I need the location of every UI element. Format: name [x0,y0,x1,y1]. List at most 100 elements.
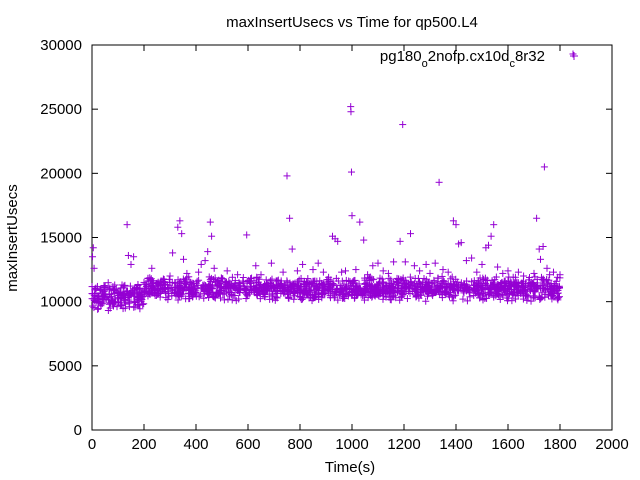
data-point [182,280,190,288]
data-point [397,293,405,301]
data-point [550,268,557,276]
data-point [94,305,102,313]
data-point [347,168,355,176]
data-point [476,284,484,292]
data-point [142,283,150,291]
data-point [140,292,148,300]
data-point [354,289,362,297]
data-point [450,280,458,288]
y-axis-label-group: maxInsertUsecs [4,184,21,292]
data-point [452,291,460,299]
data-point [483,294,491,302]
data-point [222,280,230,288]
data-point [320,281,328,289]
data-point [204,282,212,290]
data-point [90,291,98,299]
data-point [514,268,522,276]
data-point [384,269,392,277]
data-point [195,276,203,284]
data-point [547,291,555,299]
data-point [138,293,146,301]
data-point [223,267,231,275]
x-axis-label: Time(s) [325,459,375,476]
data-point [132,284,140,292]
data-point [430,283,438,291]
data-point [96,286,104,294]
data-point [285,294,293,302]
data-point [153,280,161,288]
data-point [224,287,232,295]
data-point [176,217,184,225]
data-point [180,255,188,263]
data-point [174,223,182,231]
data-point [401,258,409,266]
data-point [235,288,243,296]
data-point [197,260,205,268]
data-point [343,290,351,298]
data-point [204,248,212,256]
data-point [361,286,369,294]
data-point [216,286,224,294]
data-point [466,293,474,301]
data-point [294,282,302,290]
data-point [136,305,144,313]
data-point [370,276,378,284]
data-point [541,293,549,301]
data-point [348,279,356,287]
data-point [465,286,473,294]
data-point [240,283,248,291]
data-point [494,263,502,271]
data-point [329,290,337,298]
data-point [239,277,247,285]
data-point [130,303,138,311]
data-point [117,295,125,303]
data-point [543,276,551,284]
data-point [426,269,434,277]
data-point [101,282,109,290]
chart-title: maxInsertUsecs vs Time for qp500.L4 [226,14,478,31]
data-point [173,288,181,296]
data-point [444,279,452,287]
legend-text-part: 2nofp.cx10d [428,48,510,65]
data-point [338,268,346,276]
data-point [234,271,242,279]
x-tick-label: 200 [131,436,156,453]
data-point [179,285,187,293]
data-point [508,285,516,293]
data-point [463,297,471,305]
data-point [140,300,148,308]
data-point [295,276,303,284]
data-point [228,273,236,281]
data-point [478,260,486,268]
data-point [174,296,182,304]
x-tick-label: 800 [287,436,312,453]
data-point [403,283,411,291]
data-point [340,280,348,288]
data-point [546,271,554,279]
data-point [442,287,450,295]
data-point [320,282,328,290]
y-tick-label: 5000 [49,358,82,375]
data-point [556,271,564,279]
data-point [120,282,128,290]
data-point [284,286,292,294]
data-point [235,279,243,287]
data-points [88,50,577,315]
data-point [386,282,394,290]
data-point [330,294,338,302]
data-point [214,290,222,298]
data-point [369,262,377,270]
data-point [446,284,454,292]
data-point [474,290,482,298]
data-point [191,282,199,290]
data-point [390,278,398,286]
data-point [350,287,358,295]
data-point [431,259,439,267]
data-point [318,290,326,298]
data-point [127,260,135,268]
data-point [201,257,209,265]
data-point [406,273,414,281]
data-point [325,273,333,281]
legend-text-part: 8r32 [515,48,545,65]
data-point [262,276,270,284]
